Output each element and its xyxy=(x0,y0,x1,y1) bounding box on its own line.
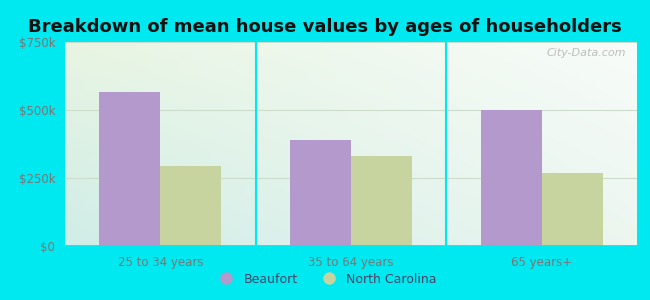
Text: Breakdown of mean house values by ages of householders: Breakdown of mean house values by ages o… xyxy=(28,18,622,36)
Legend: Beaufort, North Carolina: Beaufort, North Carolina xyxy=(208,268,442,291)
Bar xyxy=(290,140,351,246)
Bar xyxy=(541,172,603,246)
Bar xyxy=(161,166,222,246)
Bar xyxy=(99,92,161,246)
Bar xyxy=(480,110,541,246)
Bar xyxy=(351,156,412,246)
Text: City-Data.com: City-Data.com xyxy=(546,48,625,58)
